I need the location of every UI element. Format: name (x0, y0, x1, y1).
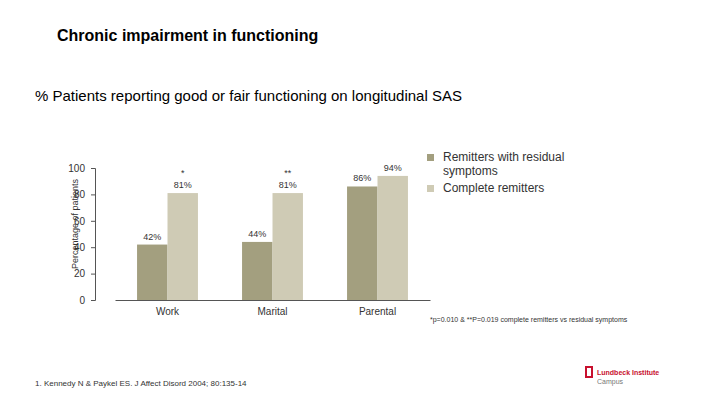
y-tick-mark (91, 274, 95, 275)
y-tick-mark (91, 168, 95, 169)
x-tick-label: Work (156, 306, 180, 317)
chart: Chronic impairment in functioning % Patie… (0, 0, 720, 405)
legend-swatch (427, 154, 434, 161)
y-tick-label: 100 (68, 163, 85, 174)
y-tick-mark (91, 221, 95, 222)
y-axis: 020406080100 (68, 163, 95, 306)
y-tick-mark (91, 247, 95, 248)
logo: Lundbeck Institute Campus (585, 366, 659, 386)
data-labels: 42%44%86%81%81%94%*** (143, 163, 401, 242)
bars (137, 176, 408, 300)
y-tick: 0 (79, 295, 95, 306)
y-axis-title: Percentage of patients (70, 178, 80, 269)
logo-text: Campus (597, 378, 624, 386)
source: 1. Kennedy N & Paykel ES. J Affect Disor… (35, 379, 247, 388)
x-tick: Work (156, 300, 180, 317)
legend-entry: Complete remitters (443, 181, 544, 195)
y-tick: 100 (68, 163, 95, 174)
y-tick-label: 0 (79, 295, 85, 306)
legend: Remitters with residualsymptoms Complete … (427, 150, 564, 195)
data-label: 81% (279, 180, 297, 190)
x-tick-label: Parental (359, 306, 396, 317)
legend-entry: Remitters with residualsymptoms (443, 150, 564, 178)
x-tick: Parental (359, 300, 396, 317)
x-tick-label: Marital (257, 306, 287, 317)
legend-swatch (427, 185, 434, 192)
significance-marker: * (181, 168, 185, 178)
y-tick-mark (91, 194, 95, 195)
footnote: *p=0.010 & **P=0.019 complete remitters … (430, 316, 628, 324)
bar (347, 186, 377, 300)
data-label: 94% (384, 163, 402, 173)
x-axis-line (116, 300, 431, 301)
bar (168, 193, 198, 300)
data-label: 44% (248, 229, 266, 239)
subtitle: % Patients reporting good or fair functi… (35, 87, 462, 104)
y-axis-line (91, 169, 96, 301)
data-label: 86% (353, 173, 371, 183)
y-tick-mark (91, 300, 95, 301)
data-label: 42% (143, 232, 161, 242)
bar (137, 245, 167, 300)
title: Chronic impairment in functioning (57, 27, 318, 44)
x-axis: Work Marital Parental (116, 300, 431, 317)
bar (242, 242, 272, 300)
bar (378, 176, 408, 300)
x-tick: Marital (257, 300, 287, 317)
logo-icon (585, 366, 593, 378)
logo-text: Lundbeck Institute (597, 369, 659, 376)
data-label: 81% (174, 180, 192, 190)
significance-marker: ** (284, 168, 292, 178)
bar (273, 193, 303, 300)
